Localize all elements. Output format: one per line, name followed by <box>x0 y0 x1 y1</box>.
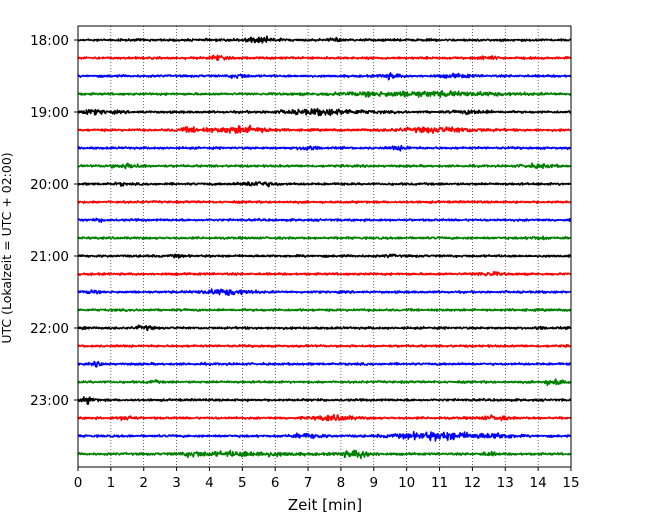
x-tick-label: 8 <box>337 475 346 491</box>
trace-line <box>77 288 572 297</box>
x-tick-label: 10 <box>398 475 415 491</box>
trace-line <box>77 360 572 368</box>
trace-line <box>77 271 572 277</box>
trace-line <box>77 90 572 98</box>
trace-line <box>77 217 572 224</box>
trace-line <box>77 396 572 405</box>
trace-line <box>77 162 572 170</box>
trace-line <box>77 72 572 81</box>
trace-line <box>77 124 572 135</box>
x-tick-label: 14 <box>530 475 547 491</box>
x-tick-label: 13 <box>497 475 514 491</box>
x-tick-label: 1 <box>107 475 116 491</box>
x-tick-label: 0 <box>74 475 83 491</box>
trace-line <box>77 378 572 387</box>
trace-line <box>77 413 572 422</box>
trace-line <box>77 35 572 44</box>
y-tick-label: 20:00 <box>30 177 69 193</box>
x-tick-label: 12 <box>464 475 481 491</box>
y-tick-label: 23:00 <box>30 393 69 409</box>
x-tick-label: 4 <box>205 475 214 491</box>
x-tick-label: 2 <box>139 475 148 491</box>
y-tick-label: 18:00 <box>30 33 69 49</box>
y-tick-label: 19:00 <box>30 105 69 121</box>
trace-line <box>77 307 572 313</box>
x-tick-label: 3 <box>172 475 181 491</box>
x-tick-label: 6 <box>271 475 280 491</box>
x-tick-label: 11 <box>431 475 448 491</box>
x-axis-ticks: 0 1 2 3 4 5 6 7 8 9 10 11 12 13 14 15 <box>74 467 580 491</box>
trace-line <box>77 199 572 205</box>
trace-line <box>77 253 572 259</box>
x-axis-label: Zeit [min] <box>288 496 362 514</box>
x-tick-label: 5 <box>238 475 247 491</box>
y-axis-ticks: 18:00 19:00 20:00 21:00 22:00 23:00 <box>30 33 78 409</box>
plot-frame <box>77 25 572 468</box>
x-tick-label: 15 <box>562 475 579 491</box>
trace-line <box>77 343 572 349</box>
trace-line <box>77 107 572 117</box>
x-tick-label: 9 <box>370 475 379 491</box>
y-tick-label: 22:00 <box>30 321 69 337</box>
seismic-traces <box>77 35 572 460</box>
y-axis-label: UTC (Lokalzeit = UTC + 02:00) <box>0 152 14 343</box>
trace-line <box>77 449 572 460</box>
y-tick-label: 21:00 <box>30 249 69 265</box>
trace-line <box>77 144 572 152</box>
x-tick-label: 7 <box>304 475 313 491</box>
trace-line <box>77 54 572 62</box>
trace-line <box>77 430 572 442</box>
trace-line <box>77 324 572 332</box>
trace-line <box>77 235 572 241</box>
trace-line <box>77 181 572 188</box>
